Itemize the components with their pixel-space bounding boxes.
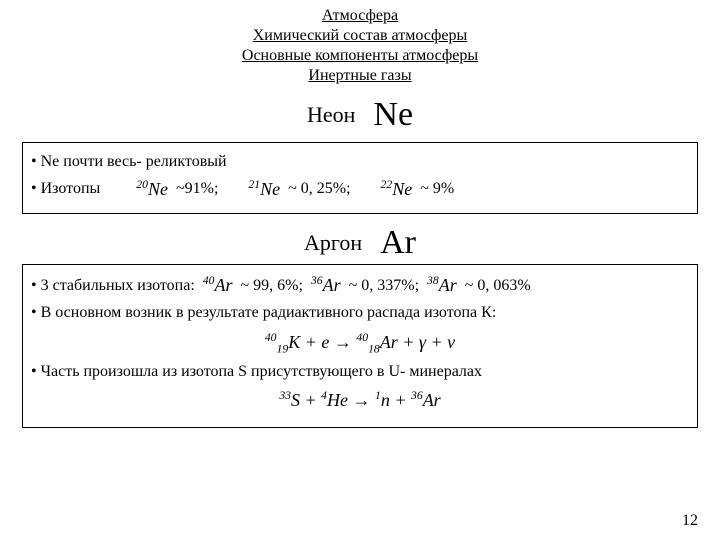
neon-symbol: Ne [373,96,413,134]
neon-isotopes-line: • Изотопы 20Ne ~91%; 21Ne ~ 0, 25%; 22Ne… [31,175,689,204]
argon-title-row: Аргон Ar [0,224,720,262]
argon-equation-1: 4019K + e → 4018Ar + γ + ν [31,328,689,357]
argon-isotopes-line: • 3 стабильных изотопа: 40Ar ~ 99, 6%; 3… [31,271,689,300]
argon-isotopes-label: • 3 стабильных изотопа: [31,273,195,299]
argon-iso-2: 36Ar [311,271,341,300]
argon-iso-3: 38Ar [427,271,457,300]
argon-name: Аргон [304,230,362,256]
argon-bullet-2: • В основном возник в результате радиакт… [31,300,689,326]
argon-box: • 3 стабильных изотопа: 40Ar ~ 99, 6%; 3… [22,264,698,428]
neon-iso-2: 21Ne [248,175,280,204]
neon-iso-1: 20Ne [136,175,168,204]
argon-bullet-3: • Часть произошла из изотопа S присутств… [31,359,689,385]
argon-iso-2-pct: ~ 0, 337%; [349,273,419,299]
argon-iso-3-pct: ~ 0, 063% [465,273,531,299]
neon-iso-1-pct: ~91%; [176,176,218,202]
header-line-2: Химический состав атмосферы [0,26,720,46]
argon-iso-1: 40Ar [203,271,233,300]
header-line-3: Основные компоненты атмосферы [0,46,720,66]
header-line-4: Инертные газы [0,66,720,86]
argon-equation-2: 33S + 4He → 1n + 36Ar [31,386,689,415]
neon-title-row: Неон Ne [0,96,720,134]
argon-symbol: Ar [380,224,416,262]
slide-header: Атмосфера Химический состав атмосферы Ос… [0,0,720,86]
neon-iso-3-pct: ~ 9% [420,176,454,202]
page-number: 12 [682,512,698,530]
neon-isotopes-label: • Изотопы [31,176,100,202]
header-line-1: Атмосфера [0,6,720,26]
argon-iso-1-pct: ~ 99, 6%; [240,273,302,299]
neon-bullet-1: • Ne почти весь- реликтовый [31,149,689,175]
neon-box: • Ne почти весь- реликтовый • Изотопы 20… [22,142,698,214]
neon-iso-3: 22Ne [381,175,413,204]
neon-iso-2-pct: ~ 0, 25%; [288,176,350,202]
neon-name: Неон [307,102,355,128]
